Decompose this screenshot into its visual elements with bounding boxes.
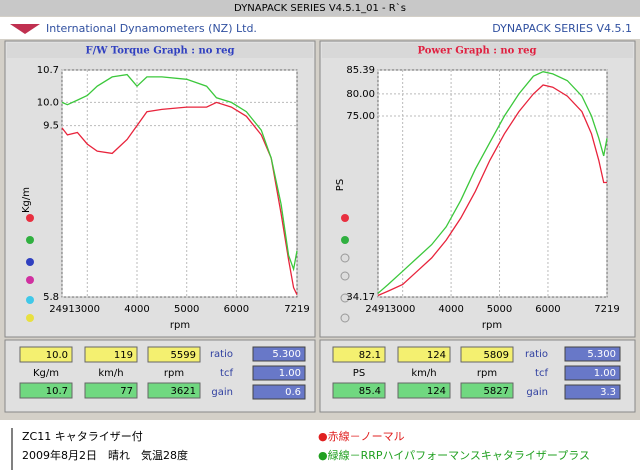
- setting-label: ratio: [525, 349, 548, 360]
- y-tick-label: 75.00: [346, 111, 375, 122]
- readout-value: 124: [427, 350, 446, 361]
- readout-box: [84, 346, 138, 363]
- x-axis-label: rpm: [482, 320, 502, 331]
- y-tick-label: 80.00: [346, 89, 375, 100]
- readout-box: [460, 382, 514, 399]
- chart-title: Power Graph : no reg: [418, 46, 537, 57]
- setting-label: tcf: [220, 368, 233, 379]
- panel-title-bar: [7, 43, 313, 58]
- readout-unit: km/h: [98, 368, 123, 379]
- setting-box: [564, 384, 621, 400]
- setting-label: gain: [211, 387, 233, 398]
- readout-value: 119: [114, 350, 133, 361]
- company: International Dynamometers (NZ) Ltd.: [46, 22, 257, 35]
- y-tick-label: 9.5: [43, 121, 59, 132]
- chart-title: F/W Torque Graph : no reg: [85, 46, 234, 57]
- setting-value: 1.00: [279, 368, 301, 379]
- readout-box: [332, 346, 386, 363]
- x-tick-label: 7219: [594, 304, 619, 315]
- readout-value: 85.4: [359, 386, 381, 397]
- y-tick-label: 10.0: [37, 97, 59, 108]
- panel-title-bar: [322, 43, 633, 58]
- series-line: [377, 71, 608, 294]
- series-line: [61, 73, 298, 272]
- setting-box: [564, 346, 621, 362]
- readout-unit: Kg/m: [33, 368, 59, 379]
- x-tick-label: 6000: [224, 304, 249, 315]
- y-tick-label: 10.7: [37, 65, 59, 76]
- readout-box: [84, 382, 138, 399]
- readout-value: 3621: [171, 386, 196, 397]
- y-tick-label: 85.39: [346, 65, 375, 76]
- x-tick-label: 4000: [438, 304, 463, 315]
- y-tick-label: 34.17: [346, 292, 375, 303]
- setting-box: [564, 365, 621, 381]
- setting-value: 0.6: [285, 387, 301, 398]
- readout-box: [332, 382, 386, 399]
- setting-label: gain: [526, 387, 548, 398]
- readout-value: 5827: [484, 386, 509, 397]
- x-tick-label: 2491: [365, 304, 390, 315]
- x-tick-label: 6000: [535, 304, 560, 315]
- y-axis-label: Kg/m: [21, 187, 32, 213]
- plot-area: [61, 69, 298, 298]
- readout-box: [397, 346, 451, 363]
- setting-value: 5.300: [587, 349, 616, 360]
- readout-unit: PS: [353, 368, 365, 379]
- readout-value: 5599: [171, 350, 196, 361]
- readout-unit: rpm: [164, 368, 184, 379]
- setting-label: tcf: [535, 368, 548, 379]
- y-tick-label: 5.8: [43, 292, 59, 303]
- setting-value: 3.3: [600, 387, 616, 398]
- x-axis-label: rpm: [170, 320, 190, 331]
- readout-unit: rpm: [477, 368, 497, 379]
- readout-box: [147, 382, 201, 399]
- readout-box: [460, 346, 514, 363]
- title-bar: [0, 0, 640, 16]
- series-line: [61, 101, 298, 295]
- logo: [10, 24, 40, 34]
- readout-box: [19, 382, 73, 399]
- readout-value: 124: [427, 386, 446, 397]
- series-line: [377, 84, 607, 297]
- setting-box: [252, 365, 306, 381]
- x-tick-label: 5000: [174, 304, 199, 315]
- readout-value: 5809: [484, 350, 509, 361]
- x-tick-label: 2491: [49, 304, 74, 315]
- readout-unit: km/h: [411, 368, 436, 379]
- brand-band: [0, 17, 640, 39]
- readout-box: [397, 382, 451, 399]
- note: 2009年8月2日 晴れ 気温28度: [22, 448, 188, 462]
- setting-box: [252, 346, 306, 362]
- x-tick-label: 7219: [284, 304, 309, 315]
- x-tick-label: 5000: [487, 304, 512, 315]
- readout-value: 10.7: [46, 386, 68, 397]
- setting-value: 1.00: [594, 368, 616, 379]
- readout-value: 82.1: [359, 350, 381, 361]
- note: ●赤線－ノーマル: [318, 429, 405, 443]
- window-title: DYNAPACK SERIES V4.5.1_01 - R`s: [234, 2, 406, 14]
- readout-box: [147, 346, 201, 363]
- x-tick-label: 3000: [390, 304, 415, 315]
- readout-value: 10.0: [46, 350, 68, 361]
- setting-value: 5.300: [272, 349, 301, 360]
- product: DYNAPACK SERIES V4.5.1: [492, 22, 632, 35]
- note: ZC11 キャタライザー付: [22, 430, 143, 443]
- setting-label: ratio: [210, 349, 233, 360]
- note: ●緑線－RRPハイパフォーマンスキャタライザープラス: [318, 448, 590, 462]
- readout-box: [19, 346, 73, 363]
- readout-value: 77: [120, 386, 133, 397]
- channel-dots: [26, 214, 350, 323]
- x-tick-label: 4000: [124, 304, 149, 315]
- x-tick-label: 3000: [75, 304, 100, 315]
- setting-box: [252, 384, 306, 400]
- y-axis-label: PS: [335, 179, 346, 191]
